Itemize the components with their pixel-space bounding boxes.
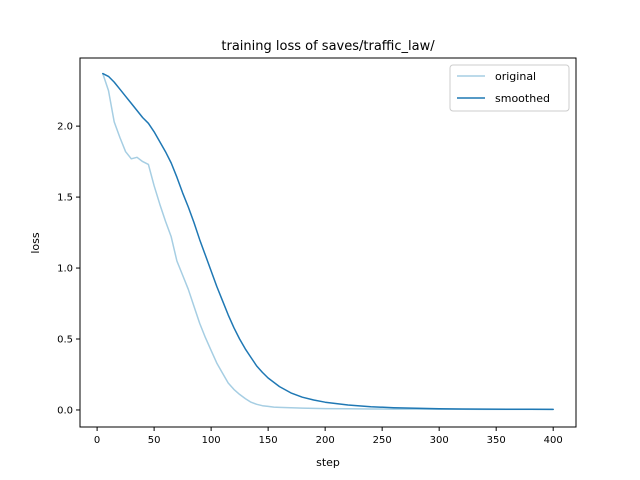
legend: original smoothed xyxy=(449,64,570,112)
chart-title: training loss of saves/traffic_law/ xyxy=(221,39,435,54)
x-tick-label: 0 xyxy=(94,435,100,446)
plot-area xyxy=(80,58,576,427)
x-tick-label: 150 xyxy=(259,435,278,446)
y-tick-label: 0.0 xyxy=(57,405,73,416)
plot-frame xyxy=(79,57,577,428)
series-layer xyxy=(102,72,554,411)
x-tick-label: 200 xyxy=(316,435,335,446)
x-axis: 0 50 100 150 200 250 300 350 400 xyxy=(94,427,563,446)
x-tick-label: 250 xyxy=(373,435,392,446)
series-line-original xyxy=(102,72,554,411)
y-tick-label: 1.5 xyxy=(57,193,73,204)
x-tick-label: 350 xyxy=(487,435,506,446)
y-tick-label: 0.5 xyxy=(57,335,73,346)
y-tick-label: 2.0 xyxy=(57,122,73,133)
x-axis-label: step xyxy=(316,456,340,469)
y-tick-label: 1.0 xyxy=(57,264,73,275)
series-line-smoothed xyxy=(102,72,554,411)
legend-label-smoothed: smoothed xyxy=(495,92,550,105)
x-tick-label: 50 xyxy=(148,435,161,446)
legend-label-original: original xyxy=(495,70,536,83)
x-tick-label: 400 xyxy=(544,435,563,446)
y-axis-label: loss xyxy=(29,232,42,254)
y-axis: 0.0 0.5 1.0 1.5 2.0 xyxy=(57,122,80,416)
x-tick-label: 300 xyxy=(430,435,449,446)
x-tick-label: 100 xyxy=(202,435,221,446)
